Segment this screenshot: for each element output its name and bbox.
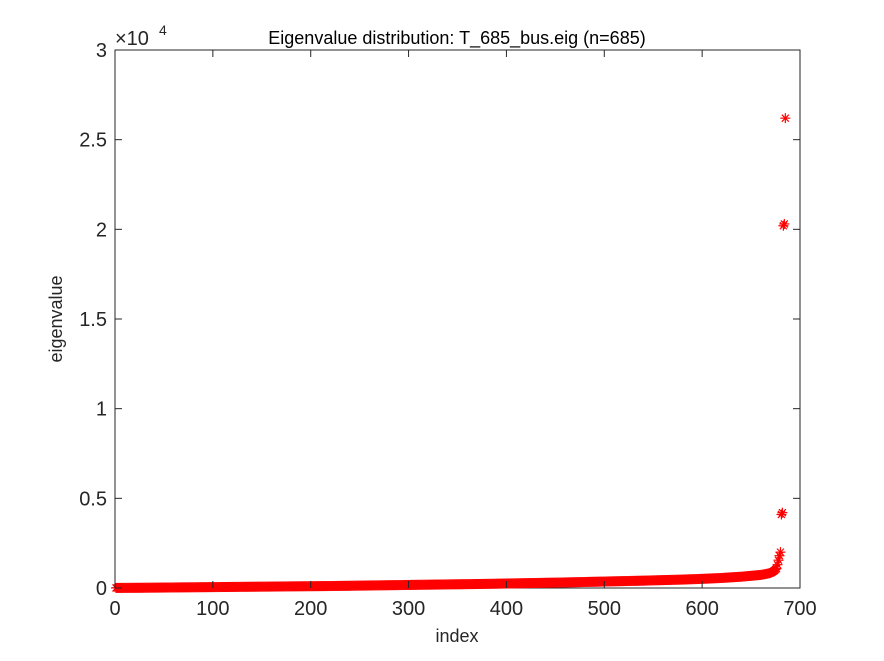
data-markers (110, 113, 791, 593)
y-tick-label: 1 (96, 399, 107, 421)
chart-title: Eigenvalue distribution: T_685_bus.eig (… (268, 28, 645, 49)
y-tick-label: 3 (96, 40, 107, 62)
y-tick-label: 2.5 (79, 130, 107, 152)
data-point (775, 547, 786, 558)
data-point (779, 218, 790, 229)
x-tick-label: 0 (109, 598, 120, 620)
y-tick-label: 1.5 (79, 309, 107, 331)
y-axis-ticks: 0 0.5 1 1.5 2 2.5 3 (79, 40, 800, 600)
y-tick-label: 0 (96, 578, 107, 600)
y-axis-label: eigenvalue (46, 275, 66, 362)
x-tick-label: 600 (685, 598, 718, 620)
x-tick-label: 200 (294, 598, 327, 620)
data-point (780, 113, 791, 124)
y-exponent: 4 (159, 22, 167, 38)
x-tick-label: 700 (783, 598, 816, 620)
y-tick-label: 2 (96, 219, 107, 241)
x-tick-label: 300 (392, 598, 425, 620)
y-exponent-base: ×10 (115, 28, 149, 50)
plot-area (114, 49, 801, 589)
x-tick-label: 500 (588, 598, 621, 620)
x-axis-ticks: 0 100 200 300 400 500 600 700 (109, 50, 817, 620)
x-tick-label: 400 (490, 598, 523, 620)
data-point (777, 507, 788, 518)
y-tick-label: 0.5 (79, 488, 107, 510)
axes-box (114, 49, 801, 589)
x-axis-label: index (435, 626, 478, 646)
x-tick-label: 100 (196, 598, 229, 620)
